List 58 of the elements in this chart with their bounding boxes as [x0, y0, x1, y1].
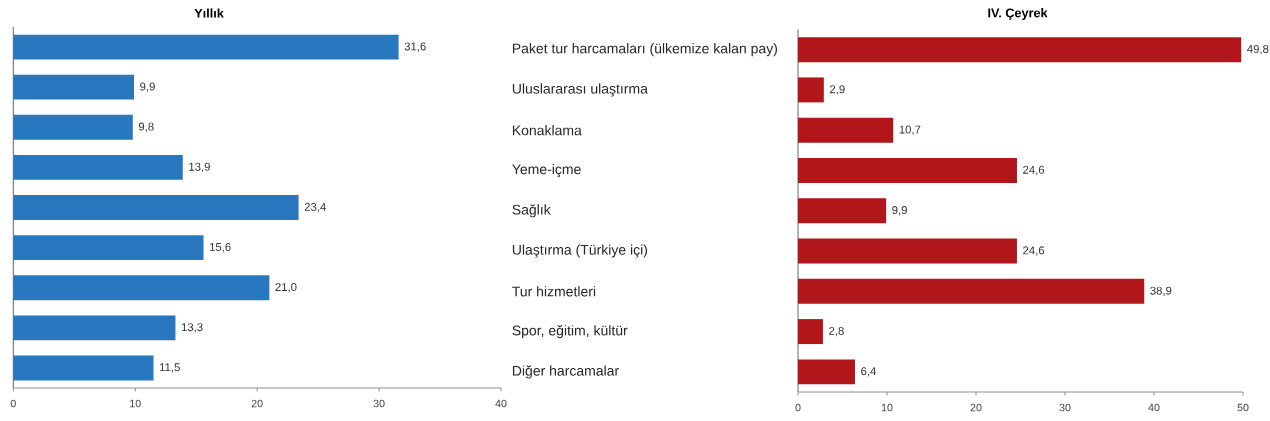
data-label: 11,5: [159, 363, 180, 373]
y-tick-label: Diğer harcamalar: [512, 365, 619, 379]
y-tick-label: Ulaştırma (Türkiye içi): [512, 244, 648, 258]
x-tick-label: 0: [10, 399, 16, 408]
bar: [798, 238, 1017, 264]
x-tick-label: 10: [881, 403, 893, 412]
y-tick-label: Konaklama: [512, 125, 582, 136]
x-tick-label: 40: [1148, 403, 1160, 412]
y-tick-label: Yeme-içme: [512, 163, 581, 178]
data-label: 9,8: [138, 122, 154, 132]
bar: [13, 315, 176, 341]
data-label: 24,6: [1023, 165, 1045, 176]
data-label: 13,9: [189, 162, 210, 173]
data-label: 31,6: [404, 42, 426, 52]
bar: [13, 34, 399, 60]
data-label: 23,4: [304, 202, 326, 213]
x-tick-label: 0: [795, 403, 801, 412]
bar: [798, 319, 823, 345]
data-label: 2,8: [829, 326, 844, 337]
bar: [798, 157, 1017, 183]
x-tick-label: 50: [1237, 403, 1249, 412]
data-label: 13,3: [181, 323, 203, 333]
bar: [798, 37, 1242, 63]
x-tick-label: 30: [373, 399, 385, 408]
y-tick-label: Spor, eğitim, kültür: [512, 324, 628, 339]
data-label: 6,4: [861, 367, 876, 377]
data-label: 21,0: [275, 283, 297, 293]
bar: [798, 117, 894, 143]
data-label: 9,9: [140, 82, 155, 92]
bar: [798, 278, 1145, 304]
bar: [798, 77, 824, 103]
bar: [13, 355, 154, 381]
data-label: 2,9: [829, 85, 845, 95]
bar: [798, 198, 887, 224]
data-label: 24,6: [1023, 246, 1045, 256]
bar: [13, 154, 183, 180]
data-label: 9,9: [892, 206, 907, 216]
x-tick-label: 20: [251, 399, 263, 408]
chart-title: IV. Çeyrek: [988, 8, 1048, 20]
y-tick-label: Sağlık: [512, 204, 551, 218]
y-tick-label: Paket tur harcamaları (ülkemize kalan pay): [512, 43, 777, 57]
bar: [13, 114, 133, 140]
data-label: 15,6: [209, 242, 231, 253]
chart-title: Yıllık: [194, 8, 224, 18]
bar: [13, 74, 135, 100]
bar: [13, 235, 204, 261]
x-tick-label: 20: [970, 403, 982, 412]
bar: [798, 359, 855, 385]
data-label: 49,8: [1247, 44, 1269, 55]
bar: [13, 195, 299, 220]
data-label: 10,7: [899, 125, 921, 135]
x-tick-label: 30: [1059, 403, 1071, 412]
x-tick-label: 10: [130, 399, 141, 408]
y-tick-label: Tur hizmetleri: [512, 286, 596, 297]
x-tick-label: 40: [495, 399, 507, 408]
y-tick-label: Uluslararası ulaştırma: [512, 83, 648, 97]
bar: [13, 275, 270, 301]
data-label: 38,9: [1150, 286, 1172, 296]
